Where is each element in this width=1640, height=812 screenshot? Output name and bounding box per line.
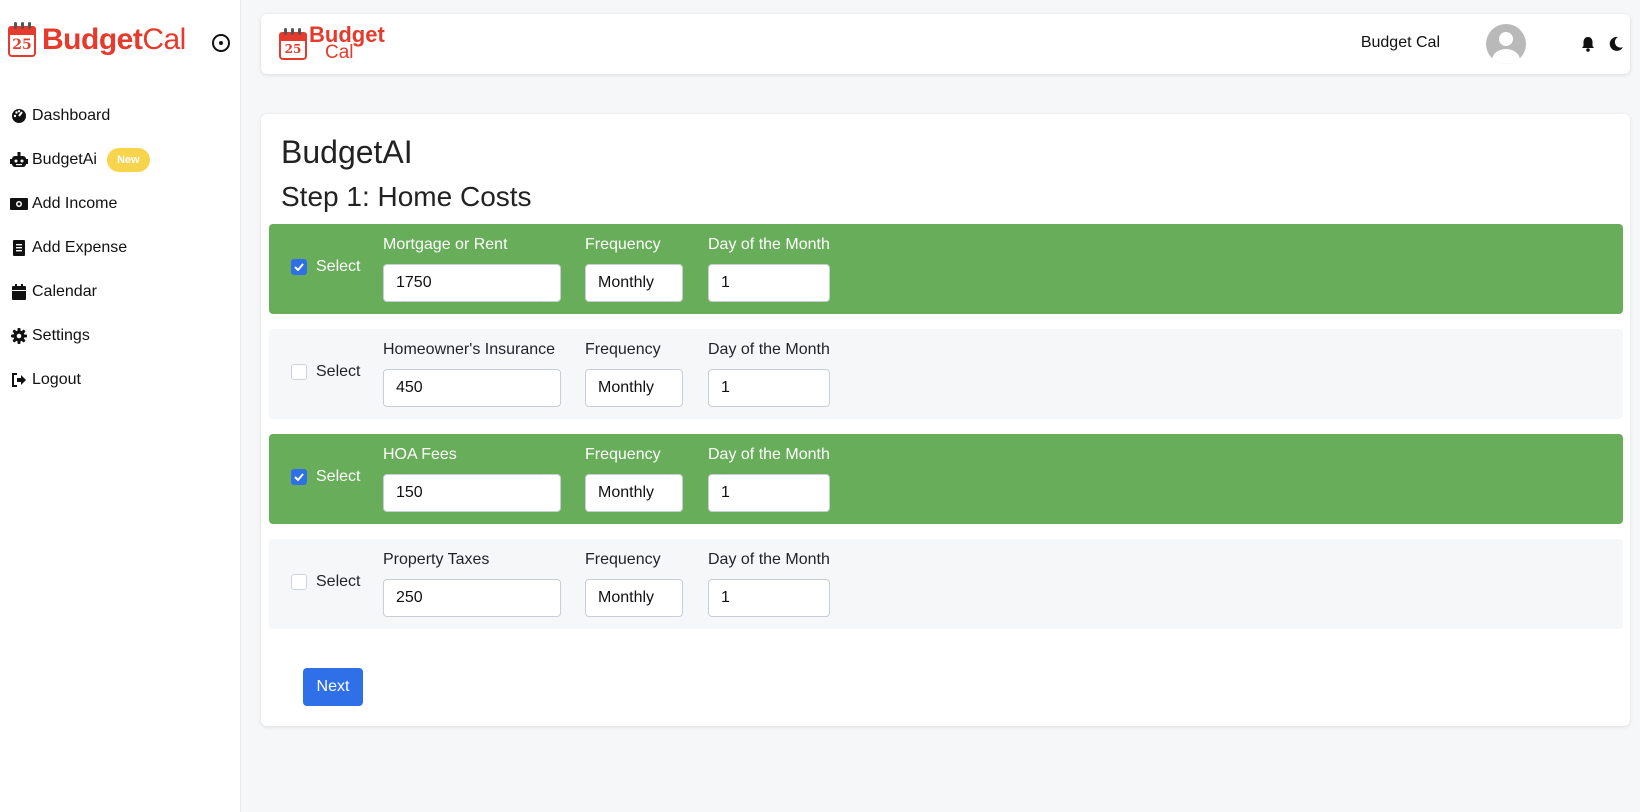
sidebar-item-label: Logout: [32, 371, 81, 388]
page-title: BudgetAI: [281, 134, 413, 170]
day-label: Day of the Month: [708, 551, 830, 568]
expense-name-label: Mortgage or Rent: [383, 236, 508, 253]
amount-input[interactable]: 150: [383, 474, 561, 512]
frequency-select[interactable]: Monthly: [585, 474, 683, 512]
select-label: Select: [316, 363, 361, 380]
next-button[interactable]: Next: [303, 668, 363, 706]
sidebar-item-calendar[interactable]: Calendar: [10, 270, 150, 314]
expense-row-mortgage: Select Mortgage or Rent 1750 Frequency M…: [269, 224, 1623, 314]
moon-icon[interactable]: [1608, 36, 1624, 52]
money-icon: [10, 195, 28, 213]
expense-name-label: HOA Fees: [383, 446, 457, 463]
step-title: Step 1: Home Costs: [281, 181, 532, 212]
new-badge: New: [106, 148, 150, 172]
top-bar: 25 Budget Cal Budget Cal: [261, 14, 1630, 74]
frequency-label: Frequency: [585, 551, 661, 568]
sidebar-item-label: Add Expense: [32, 239, 128, 256]
day-label: Day of the Month: [708, 446, 830, 463]
frequency-select[interactable]: Monthly: [585, 264, 683, 302]
frequency-label: Frequency: [585, 446, 661, 463]
expense-row-hoa: Select HOA Fees 150 Frequency Monthly Da…: [269, 434, 1623, 524]
select-control[interactable]: Select: [291, 573, 360, 591]
dashboard-icon: [10, 107, 28, 125]
expense-row-property-taxes: Select Property Taxes 250 Frequency Mont…: [269, 539, 1623, 629]
select-label: Select: [316, 468, 361, 485]
sidebar-item-add-income[interactable]: Add Income: [10, 182, 150, 226]
user-name: Budget Cal: [1360, 34, 1440, 51]
sidebar-item-add-expense[interactable]: Add Expense: [10, 226, 150, 270]
sidebar-brand[interactable]: 25 BudgetCal: [6, 20, 186, 60]
sidebar-item-label: Dashboard: [32, 107, 111, 124]
brand-name: Budget Cal: [309, 22, 385, 63]
calendar-logo-icon: 25: [277, 26, 307, 62]
sidebar-item-budgetai[interactable]: BudgetAi New: [10, 138, 150, 182]
day-label: Day of the Month: [708, 341, 830, 358]
robot-icon: [10, 151, 28, 169]
select-label: Select: [316, 573, 361, 590]
day-input[interactable]: 1: [708, 579, 830, 617]
amount-input[interactable]: 1750: [383, 264, 561, 302]
day-input[interactable]: 1: [708, 264, 830, 302]
select-checkbox[interactable]: [291, 364, 307, 380]
select-label: Select: [316, 258, 361, 275]
expense-name-label: Property Taxes: [383, 551, 490, 568]
day-input[interactable]: 1: [708, 474, 830, 512]
sidebar-nav: Dashboard BudgetAi New Add Income Add Ex…: [10, 94, 150, 402]
expense-name-label: Homeowner's Insurance: [383, 341, 556, 358]
select-checkbox[interactable]: [291, 574, 307, 590]
amount-input[interactable]: 250: [383, 579, 561, 617]
select-checkbox[interactable]: [291, 259, 307, 275]
sidebar-item-logout[interactable]: Logout: [10, 358, 150, 402]
budgetai-card: BudgetAI Step 1: Home Costs Select Mortg…: [261, 114, 1630, 726]
select-control[interactable]: Select: [291, 258, 360, 276]
avatar[interactable]: [1486, 24, 1526, 64]
calendar-logo-icon: 25: [6, 20, 38, 60]
select-control[interactable]: Select: [291, 468, 360, 486]
bell-icon[interactable]: [1580, 36, 1596, 52]
sidebar-item-label: BudgetAi: [32, 151, 97, 168]
gear-icon: [10, 327, 28, 345]
frequency-label: Frequency: [585, 236, 661, 253]
select-checkbox[interactable]: [291, 469, 307, 485]
expense-row-insurance: Select Homeowner's Insurance 450 Frequen…: [269, 329, 1623, 419]
logout-icon: [10, 371, 28, 389]
brand-name: BudgetCal: [42, 23, 186, 56]
receipt-icon: [10, 239, 28, 257]
sidebar-toggle-icon[interactable]: [212, 34, 230, 52]
frequency-label: Frequency: [585, 341, 661, 358]
sidebar-item-label: Settings: [32, 327, 90, 344]
sidebar-item-settings[interactable]: Settings: [10, 314, 150, 358]
frequency-select[interactable]: Monthly: [585, 369, 683, 407]
calendar-icon: [10, 283, 28, 301]
frequency-select[interactable]: Monthly: [585, 579, 683, 617]
day-label: Day of the Month: [708, 236, 830, 253]
sidebar-item-dashboard[interactable]: Dashboard: [10, 94, 150, 138]
sidebar-item-label: Calendar: [32, 283, 97, 300]
day-input[interactable]: 1: [708, 369, 830, 407]
sidebar-item-label: Add Income: [32, 195, 118, 212]
sidebar: 25 BudgetCal Dashboard BudgetAi New Add …: [0, 0, 241, 812]
amount-input[interactable]: 450: [383, 369, 561, 407]
header-brand[interactable]: 25 Budget Cal: [277, 22, 385, 63]
select-control[interactable]: Select: [291, 363, 360, 381]
